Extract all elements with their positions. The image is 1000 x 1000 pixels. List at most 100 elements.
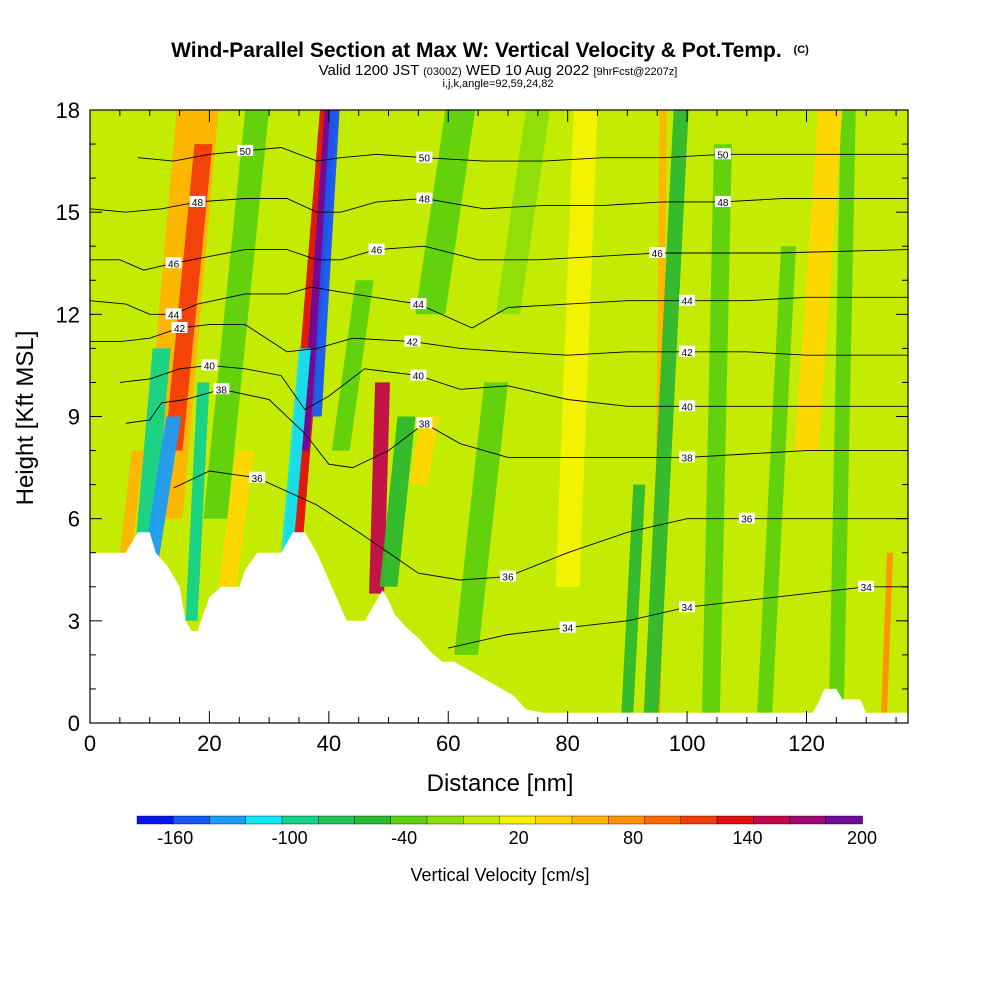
potential-temperature-contours: 34 34 34 36 36 36 38 38 38 40 40 40 42 42 42 44 44 44 46 46… <box>90 144 908 649</box>
theta-label-bg <box>213 383 230 395</box>
title-valid-date: WED 10 Aug 2022 <box>466 62 589 79</box>
colorbar-swatch <box>390 815 428 825</box>
title-mark: (C) <box>794 44 810 56</box>
theta-label: 38 <box>682 453 694 464</box>
theta-label-bg <box>559 621 576 633</box>
velocity-plume <box>794 110 843 451</box>
theta-label: 44 <box>413 300 425 311</box>
theta-label: 48 <box>192 198 204 209</box>
theta-contour-48 <box>90 198 908 213</box>
colorbar-swatch <box>463 815 501 825</box>
velocity-plume <box>881 552 894 713</box>
theta-label: 50 <box>240 147 252 158</box>
colorbar-swatch <box>571 815 609 825</box>
colorbar-swatch <box>245 815 283 825</box>
theta-label: 36 <box>252 474 264 485</box>
colorbar-swatch <box>426 815 464 825</box>
theta-label: 44 <box>682 297 694 308</box>
colorbar-swatch <box>354 815 392 825</box>
y-tick-label: 9 <box>68 405 80 430</box>
x-tick-label: 40 <box>317 731 341 756</box>
velocity-plume <box>281 348 311 553</box>
theta-label: 42 <box>174 324 186 335</box>
theta-label: 40 <box>413 372 425 383</box>
colorbar-swatch <box>680 815 718 825</box>
velocity-plume <box>379 416 416 587</box>
x-tick-label: 120 <box>788 731 825 756</box>
velocity-plume <box>134 348 171 553</box>
theta-label: 50 <box>717 150 729 161</box>
velocity-plume <box>203 110 270 519</box>
theta-label-bg <box>738 512 755 524</box>
theta-contour-50 <box>137 147 908 162</box>
colorbar-swatch <box>136 815 174 825</box>
velocity-plume <box>643 110 689 713</box>
theta-label-bg <box>410 369 427 381</box>
theta-label-bg <box>679 451 696 463</box>
velocity-plume <box>218 450 255 587</box>
svg-text:Valid 1200 JST (0300Z): Valid 1200 JST (0300Z) WED 10 Aug 2022 [… <box>319 62 678 79</box>
colorbar-swatch <box>789 815 827 825</box>
theta-label-bg <box>714 195 731 207</box>
terrain-mask <box>90 532 908 723</box>
theta-label-bg <box>714 148 731 160</box>
colorbar-swatch <box>535 815 573 825</box>
theta-label: 42 <box>682 348 694 359</box>
colorbar-swatch <box>318 815 356 825</box>
theta-label-bg <box>679 400 696 412</box>
colorbar: -160 -100 -40 20 80 140 200 <box>136 815 877 848</box>
theta-label-bg <box>416 151 433 163</box>
theta-label-bg <box>416 417 433 429</box>
theta-label-bg <box>679 345 696 357</box>
x-tick-label: 0 <box>84 731 96 756</box>
theta-label: 42 <box>407 338 419 349</box>
colorbar-tick-label: 20 <box>509 828 529 848</box>
x-tick-label: 60 <box>436 731 460 756</box>
y-tick-label: 0 <box>68 711 80 736</box>
colorbar-swatch <box>753 815 791 825</box>
velocity-plume <box>142 416 182 570</box>
x-axis-label: Distance [nm] <box>427 770 574 797</box>
colorbar-swatch <box>281 815 319 825</box>
theta-label: 50 <box>419 154 431 165</box>
svg-text:Wind-Parallel Section at Max W: Wind-Parallel Section at Max W: Vertical… <box>171 39 809 62</box>
theta-label-bg <box>858 580 875 592</box>
terrain <box>90 532 908 723</box>
title-main: Wind-Parallel Section at Max W: Vertical… <box>171 39 782 62</box>
theta-label-bg <box>368 243 385 255</box>
velocity-plume <box>164 144 213 451</box>
theta-label-bg <box>499 570 516 582</box>
colorbar-tick-label: -40 <box>391 828 417 848</box>
theta-label: 34 <box>861 583 873 594</box>
theta-label-bg <box>410 298 427 310</box>
colorbar-tick-label: 140 <box>732 828 762 848</box>
theta-label: 40 <box>204 361 216 372</box>
theta-label-bg <box>404 335 421 347</box>
velocity-plume <box>185 382 210 621</box>
velocity-plume <box>828 110 856 713</box>
velocity-plume <box>454 382 508 655</box>
theta-label: 34 <box>682 603 694 614</box>
colorbar-tick-label: -100 <box>272 828 308 848</box>
colorbar-swatch <box>499 815 537 825</box>
theta-label: 46 <box>652 249 664 260</box>
x-tick-label: 80 <box>555 731 579 756</box>
chart-title: Wind-Parallel Section at Max W: Vertical… <box>171 39 809 90</box>
theta-label-bg <box>171 321 188 333</box>
colorbar-swatch <box>644 815 682 825</box>
y-axis-label: Height [Kft MSL] <box>12 331 39 506</box>
theta-label-bg <box>165 257 182 269</box>
velocity-plume <box>415 110 476 315</box>
theta-label: 46 <box>371 246 383 257</box>
theta-label: 34 <box>562 624 574 635</box>
x-tick-label: 20 <box>197 731 221 756</box>
theta-label: 46 <box>168 259 180 270</box>
y-tick-label: 18 <box>56 98 80 123</box>
theta-label: 40 <box>682 402 694 413</box>
theta-label: 48 <box>419 195 431 206</box>
y-tick-label: 15 <box>56 200 80 225</box>
theta-label: 38 <box>419 419 431 430</box>
colorbar-swatch <box>209 815 247 825</box>
theta-label-bg <box>189 195 206 207</box>
